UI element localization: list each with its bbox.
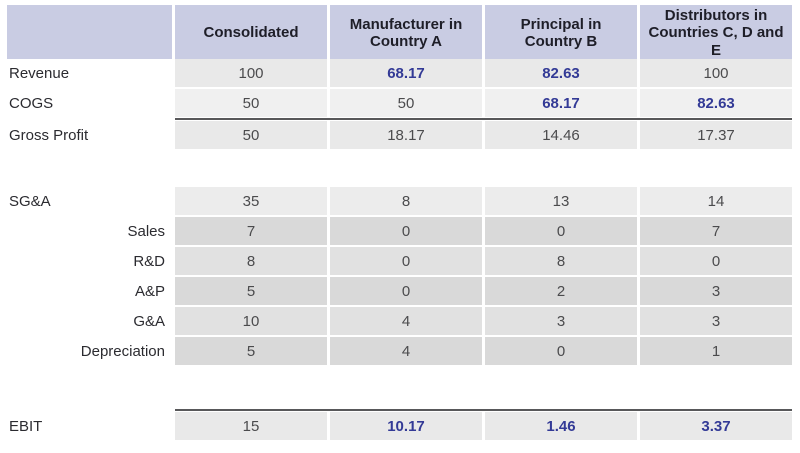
cell-value: 15: [175, 412, 327, 440]
cell-value: 3: [640, 277, 792, 305]
cell-value: 14.46: [485, 121, 637, 149]
section-spacer: [7, 151, 792, 187]
cell-value: 0: [485, 217, 637, 245]
row-sublabel: Depreciation: [7, 337, 172, 365]
cell-value: 8: [330, 187, 482, 215]
cell-value-highlighted: 82.63: [640, 89, 792, 117]
cell-value: 13: [485, 187, 637, 215]
table-row-gross-profit: Gross Profit 50 18.17 14.46 17.37: [7, 121, 792, 149]
cell-value: 0: [330, 217, 482, 245]
table-row-sga: SG&A 35 8 13 14: [7, 187, 792, 215]
header-cell-distributors: Distributors in Countries C, D and E: [640, 5, 792, 61]
table-row-cogs: COGS 50 50 68.17 82.63: [7, 89, 792, 117]
cell-value: 8: [485, 247, 637, 275]
cell-value: 4: [330, 337, 482, 365]
row-sublabel: G&A: [7, 307, 172, 335]
table-row-ebit: EBIT 15 10.17 1.46 3.37: [7, 412, 792, 440]
cell-value: 1: [640, 337, 792, 365]
row-sublabel: A&P: [7, 277, 172, 305]
cell-value: 100: [175, 59, 327, 87]
cell-value: 10: [175, 307, 327, 335]
cell-value: 7: [175, 217, 327, 245]
cell-value: 3: [485, 307, 637, 335]
horizontal-rule: [175, 409, 792, 411]
horizontal-rule: [175, 118, 792, 120]
cell-value: 4: [330, 307, 482, 335]
row-sublabel: R&D: [7, 247, 172, 275]
header-cell-empty: [7, 5, 172, 61]
cell-value-highlighted: 10.17: [330, 412, 482, 440]
cell-value: 8: [175, 247, 327, 275]
header-cell-manufacturer: Manufacturer in Country A: [330, 5, 482, 61]
cell-value: 35: [175, 187, 327, 215]
cell-value: 14: [640, 187, 792, 215]
cell-value: 0: [485, 337, 637, 365]
row-label: COGS: [7, 89, 172, 117]
cell-value: 50: [175, 121, 327, 149]
table-row-revenue: Revenue 100 68.17 82.63 100: [7, 59, 792, 87]
row-label: Gross Profit: [7, 121, 172, 149]
cell-value: 2: [485, 277, 637, 305]
cell-value: 100: [640, 59, 792, 87]
cell-value: 3: [640, 307, 792, 335]
cell-value: 5: [175, 277, 327, 305]
table-row-sales: Sales 7 0 0 7: [7, 217, 792, 245]
cell-value: 18.17: [330, 121, 482, 149]
cell-value: 0: [330, 277, 482, 305]
cell-value-highlighted: 3.37: [640, 412, 792, 440]
row-label: EBIT: [7, 412, 172, 440]
cogs-underline-rule-row: [7, 118, 792, 120]
table-header-row: Consolidated Manufacturer in Country A P…: [7, 5, 792, 61]
cell-value: 0: [330, 247, 482, 275]
table-row-ap: A&P 5 0 2 3: [7, 277, 792, 305]
cell-value: 50: [175, 89, 327, 117]
cell-value-highlighted: 82.63: [485, 59, 637, 87]
table-row-rd: R&D 8 0 8 0: [7, 247, 792, 275]
header-cell-principal: Principal in Country B: [485, 5, 637, 61]
section-spacer: [7, 367, 792, 409]
cell-value: 7: [640, 217, 792, 245]
cell-value: 0: [640, 247, 792, 275]
cell-value: 50: [330, 89, 482, 117]
header-cell-consolidated: Consolidated: [175, 5, 327, 61]
cell-value-highlighted: 68.17: [485, 89, 637, 117]
ebit-overline-rule-row: [7, 409, 792, 411]
row-label: SG&A: [7, 187, 172, 215]
table-row-depreciation: Depreciation 5 4 0 1: [7, 337, 792, 365]
cell-value-highlighted: 68.17: [330, 59, 482, 87]
cell-value-highlighted: 1.46: [485, 412, 637, 440]
table-row-ga: G&A 10 4 3 3: [7, 307, 792, 335]
cell-value: 5: [175, 337, 327, 365]
row-sublabel: Sales: [7, 217, 172, 245]
cell-value: 17.37: [640, 121, 792, 149]
row-label: Revenue: [7, 59, 172, 87]
